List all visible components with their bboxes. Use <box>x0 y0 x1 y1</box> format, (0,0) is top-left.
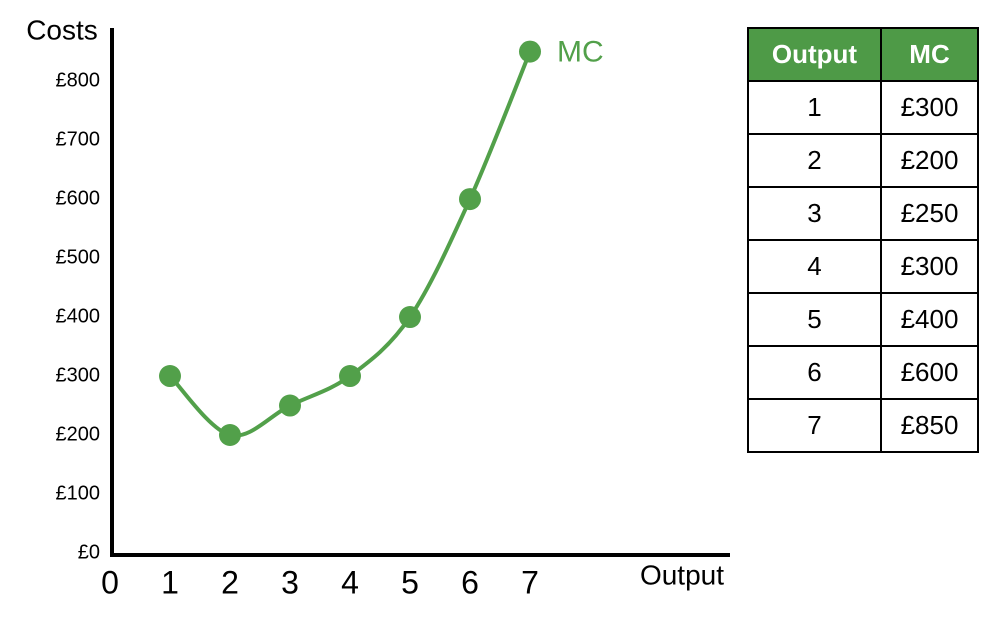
table-cell: £200 <box>880 133 979 188</box>
table-row: 7 £850 <box>747 398 979 453</box>
y-tick-label: £400 <box>56 305 101 327</box>
table-cell: £400 <box>880 292 979 347</box>
table-row: 4 £300 <box>747 239 979 294</box>
table-cell: 6 <box>747 345 882 400</box>
header-row: Output MC <box>747 27 979 82</box>
table-row: 3 £250 <box>747 186 979 241</box>
x-tick-label: 7 <box>521 564 539 600</box>
table-cell: 2 <box>747 133 882 188</box>
data-point <box>339 365 361 388</box>
data-point <box>159 365 181 388</box>
y-tick-label: £600 <box>56 187 101 209</box>
data-point <box>519 40 541 63</box>
y-tick-label: £0 <box>78 541 100 563</box>
table-cell: £850 <box>880 398 979 453</box>
x-tick-label: 6 <box>461 564 479 600</box>
header-cell: Output <box>747 27 882 82</box>
chart: Costs Output £0 £100 £200 £300 £400 £500 £600 £… <box>26 14 730 600</box>
table-cell: 5 <box>747 292 882 347</box>
table-cell: £250 <box>880 186 979 241</box>
y-tick-label: £800 <box>56 69 101 91</box>
y-axis-label: Costs <box>26 14 98 45</box>
data-point <box>399 306 421 329</box>
mc-table: Output MC 1 £300 2 £200 3 £250 4 £300 5 £400 6 £600 7 £… <box>747 27 979 453</box>
header-cell: MC <box>880 27 979 82</box>
x-tick-label: 5 <box>401 564 419 600</box>
x-tick-label: 0 <box>101 564 119 600</box>
y-tick-label: £500 <box>56 246 101 268</box>
y-tick-label: £100 <box>56 482 101 504</box>
x-tick-label: 1 <box>161 564 179 600</box>
data-point <box>279 394 301 417</box>
data-point <box>219 424 241 447</box>
table-cell: 1 <box>747 80 882 135</box>
data-point <box>459 188 481 211</box>
y-tick-label: £200 <box>56 423 101 445</box>
x-axis-label: Output <box>640 559 724 590</box>
table-row: 5 £400 <box>747 292 979 347</box>
x-tick-label: 2 <box>221 564 239 600</box>
x-tick-label: 4 <box>341 564 359 600</box>
table-row: 6 £600 <box>747 345 979 400</box>
table-row: 2 £200 <box>747 133 979 188</box>
table-cell: £300 <box>880 80 979 135</box>
table-cell: £300 <box>880 239 979 294</box>
x-tick-label: 3 <box>281 564 299 600</box>
table-cell: 4 <box>747 239 882 294</box>
table-cell: 7 <box>747 398 882 453</box>
y-tick-label: £300 <box>56 364 101 386</box>
table-row: 1 £300 <box>747 80 979 135</box>
series-label: MC <box>557 36 604 69</box>
table-cell: 3 <box>747 186 882 241</box>
y-tick-label: £700 <box>56 128 101 150</box>
table-cell: £600 <box>880 345 979 400</box>
